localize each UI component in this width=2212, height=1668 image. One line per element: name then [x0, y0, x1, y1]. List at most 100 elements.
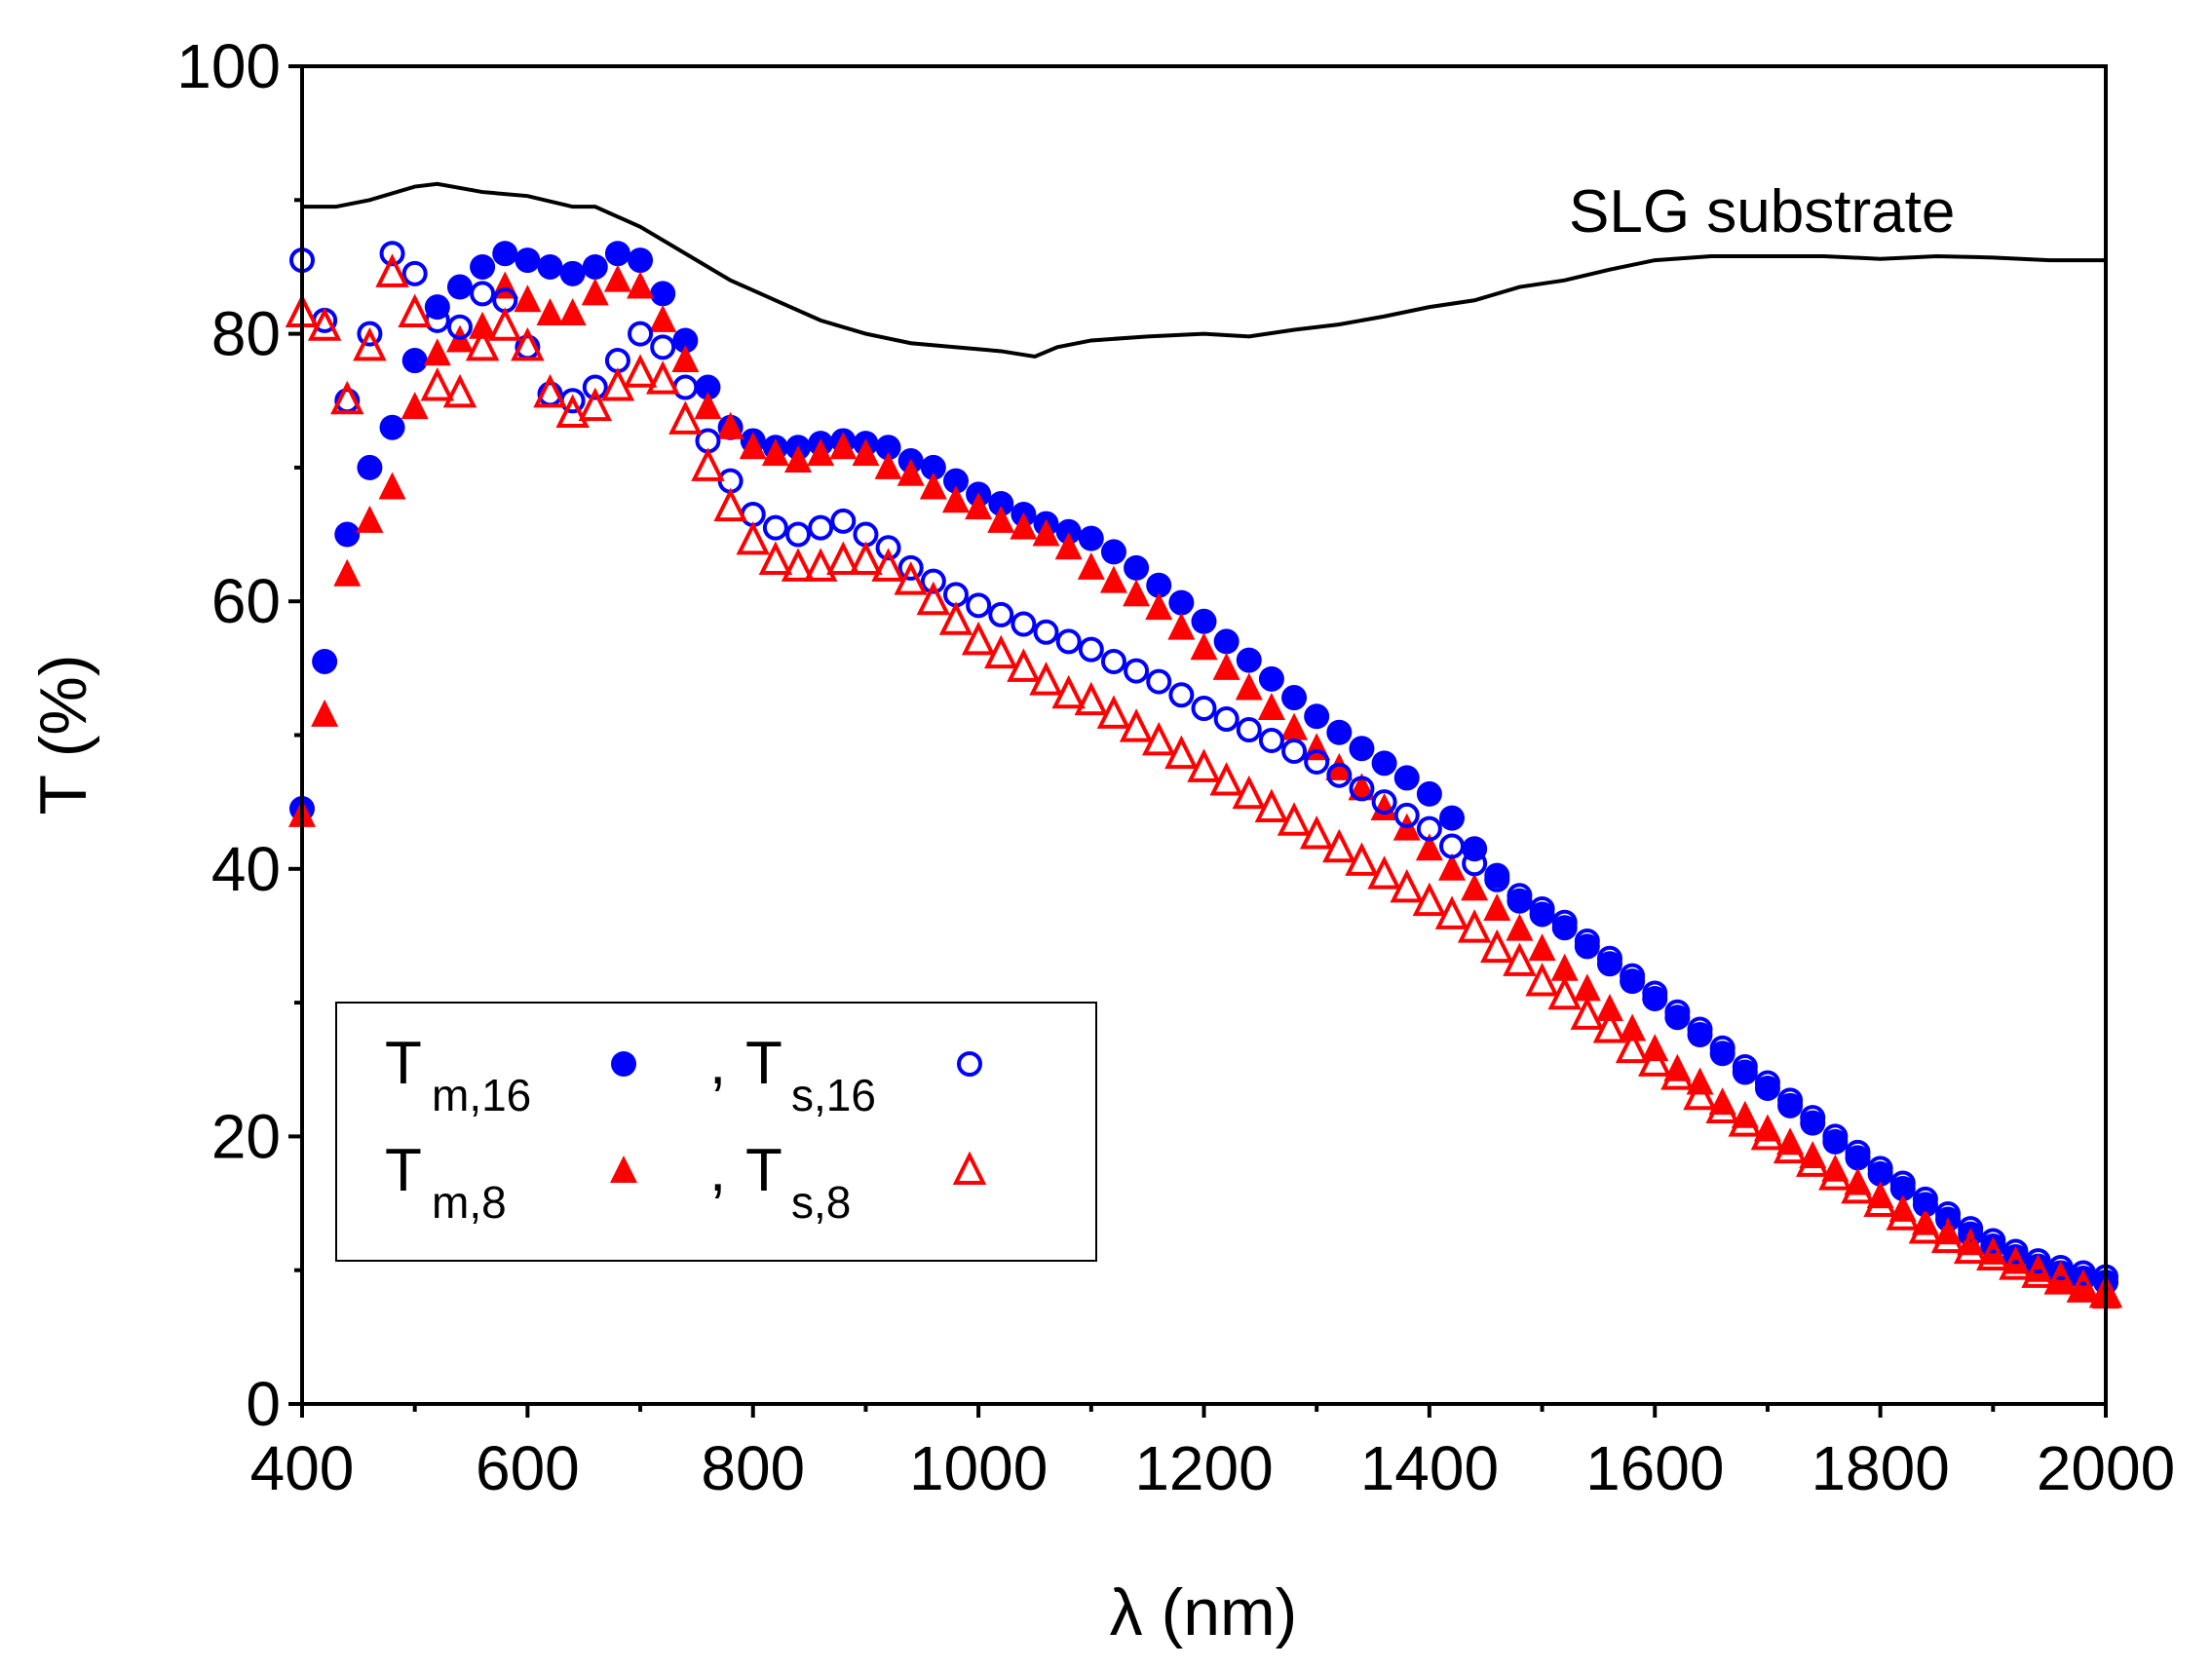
data-point	[695, 374, 721, 400]
substrate-line	[302, 181, 2106, 360]
data-point	[2021, 1254, 2055, 1288]
data-point	[470, 253, 496, 280]
data-point	[1664, 1005, 1691, 1031]
data-point	[1574, 928, 1600, 954]
data-point	[423, 338, 451, 366]
data-point	[966, 592, 992, 619]
data-point	[1461, 873, 1489, 901]
data-point	[420, 367, 455, 401]
data-point	[1484, 866, 1510, 892]
data-point	[694, 392, 722, 420]
x-tick-label: 2000	[2037, 1433, 2175, 1503]
data-point	[1795, 1143, 1830, 1177]
y-axis-title: T (%)	[26, 655, 100, 815]
data-point	[1930, 1219, 1965, 1254]
data-point	[398, 293, 432, 328]
data-point	[1773, 1129, 1808, 1164]
data-point	[1325, 752, 1354, 780]
data-point	[1281, 685, 1308, 711]
data-point	[852, 438, 880, 467]
data-point	[1123, 579, 1151, 607]
data-point	[2043, 1261, 2078, 1295]
axis-ticks: 400 600 800 1000 1200 1400 1600 1800 2000 0 20 40 60…	[176, 31, 2175, 1503]
data-point	[1124, 554, 1150, 581]
data-point	[807, 438, 835, 467]
data-point	[713, 487, 747, 522]
data-point	[1055, 628, 1082, 655]
data-point	[1416, 815, 1442, 842]
data-point	[1438, 853, 1467, 881]
data-point	[1322, 828, 1356, 863]
data-point	[488, 307, 522, 341]
data-point	[442, 373, 477, 408]
data-point	[1434, 895, 1469, 929]
data-point	[1728, 1103, 1763, 1137]
data-point	[1124, 658, 1150, 684]
data-point	[716, 411, 744, 439]
y-tick-label: 20	[211, 1101, 281, 1171]
data-point	[533, 373, 567, 408]
data-point	[941, 485, 970, 513]
data-point	[1349, 776, 1375, 802]
data-point	[1754, 1070, 1780, 1096]
data-point	[826, 541, 860, 576]
data-point	[650, 281, 676, 307]
legend-box	[335, 1002, 1097, 1262]
data-point	[1167, 612, 1196, 640]
data-point	[762, 514, 788, 541]
data-point	[1642, 980, 1668, 1006]
data-point	[1638, 1042, 1672, 1077]
data-point	[691, 447, 725, 481]
data-point	[1976, 1236, 2010, 1270]
data-point	[961, 621, 996, 656]
legend-separator: ,	[709, 1030, 726, 1097]
data-point	[1800, 1110, 1826, 1136]
data-point	[1209, 762, 1243, 796]
data-point	[874, 451, 902, 479]
x-tick-label: 1200	[1134, 1433, 1273, 1503]
data-point	[1146, 668, 1172, 695]
data-point	[627, 271, 655, 299]
series-ts-8	[285, 253, 2123, 1308]
legend-label-subscript: s,16	[791, 1070, 876, 1120]
data-point	[334, 521, 361, 548]
data-point	[1822, 1128, 1849, 1155]
data-point	[1777, 1087, 1804, 1114]
data-point	[1010, 512, 1038, 540]
data-point	[1980, 1228, 2006, 1254]
data-point	[307, 307, 342, 341]
x-tick-label: 1800	[1811, 1433, 1949, 1503]
data-point	[1732, 1059, 1758, 1085]
data-point	[1236, 717, 1262, 743]
data-point	[1371, 750, 1397, 777]
data-point	[1190, 632, 1218, 661]
data-point	[1416, 780, 1442, 807]
data-point	[1099, 565, 1127, 593]
data-point	[1164, 735, 1199, 770]
data-point	[1393, 765, 1420, 791]
data-point	[1683, 1076, 1717, 1111]
legend-marker	[611, 1051, 636, 1077]
data-point	[559, 260, 586, 286]
data-point	[1687, 1016, 1713, 1042]
legend-label-subscript: s,8	[791, 1177, 851, 1228]
data-point	[1841, 1169, 1875, 1204]
data-point	[1529, 901, 1555, 928]
data-point	[1304, 703, 1330, 730]
x-tick-label: 800	[701, 1433, 805, 1503]
data-point	[1100, 648, 1126, 674]
data-point	[357, 454, 383, 480]
data-point	[1777, 1092, 1804, 1118]
data-point	[1187, 748, 1221, 782]
data-point	[1642, 985, 1668, 1011]
data-point	[781, 548, 816, 582]
data-point	[1326, 719, 1353, 745]
x-tick-label: 400	[250, 1433, 355, 1503]
data-point	[1912, 1186, 1938, 1212]
legend-label: T	[385, 1137, 422, 1204]
data-point	[984, 634, 1018, 669]
data-point	[650, 334, 676, 360]
data-point	[1349, 736, 1375, 762]
data-point	[1168, 589, 1195, 616]
data-point	[1032, 518, 1060, 547]
